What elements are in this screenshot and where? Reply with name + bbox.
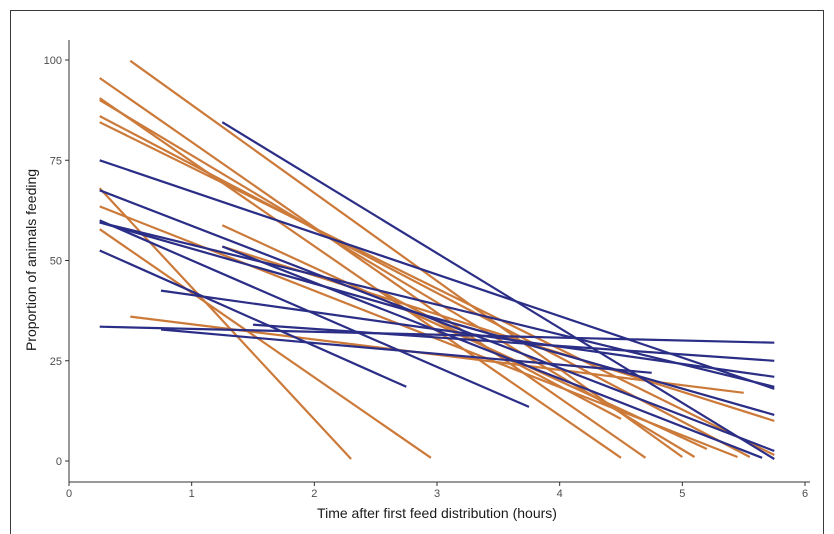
frame-left-border xyxy=(10,10,11,534)
orange-series-line xyxy=(129,59,683,458)
x-tick-label: 4 xyxy=(557,488,563,500)
blue-series-line xyxy=(99,219,530,408)
orange-series-line xyxy=(99,99,696,458)
blue-series-line xyxy=(99,159,775,390)
x-tick-label: 6 xyxy=(802,488,808,500)
x-tick-label: 1 xyxy=(189,488,195,500)
y-tick-label: 25 xyxy=(50,356,62,368)
x-tick-label: 3 xyxy=(434,488,440,500)
x-tick-label: 2 xyxy=(311,488,317,500)
orange-series-line xyxy=(99,121,775,456)
orange-series-line xyxy=(99,228,432,459)
blue-series-line xyxy=(160,289,775,378)
series-lines xyxy=(98,59,775,460)
x-tick-label: 0 xyxy=(66,488,72,500)
orange-series-line xyxy=(99,115,751,458)
orange-series-line xyxy=(221,224,708,450)
blue-series-line xyxy=(160,328,652,374)
orange-series-line xyxy=(99,77,647,459)
blue-series-line xyxy=(99,221,775,388)
y-tick-label: 50 xyxy=(50,256,62,268)
x-axis-title: Time after first feed distribution (hour… xyxy=(317,505,557,521)
y-tick-label: 0 xyxy=(56,456,62,468)
blue-series-line xyxy=(221,245,763,459)
y-tick-label: 100 xyxy=(44,55,62,67)
frame-top-border xyxy=(10,10,824,11)
orange-series-line xyxy=(99,97,622,459)
blue-series-line xyxy=(99,221,775,416)
y-tick-label: 75 xyxy=(50,155,62,167)
blue-series-line xyxy=(99,249,407,388)
blue-series-line xyxy=(99,189,775,453)
x-tick-label: 5 xyxy=(679,488,685,500)
blue-series-line xyxy=(252,323,775,362)
axes: 0 25 50 75 100 0 1 2 3 4 5 6 xyxy=(44,40,810,500)
blue-series-line xyxy=(221,121,775,460)
frame-right-border xyxy=(823,10,824,534)
blue-series-line xyxy=(99,325,775,344)
y-axis-title: Proportion of animals feeding xyxy=(23,169,39,351)
